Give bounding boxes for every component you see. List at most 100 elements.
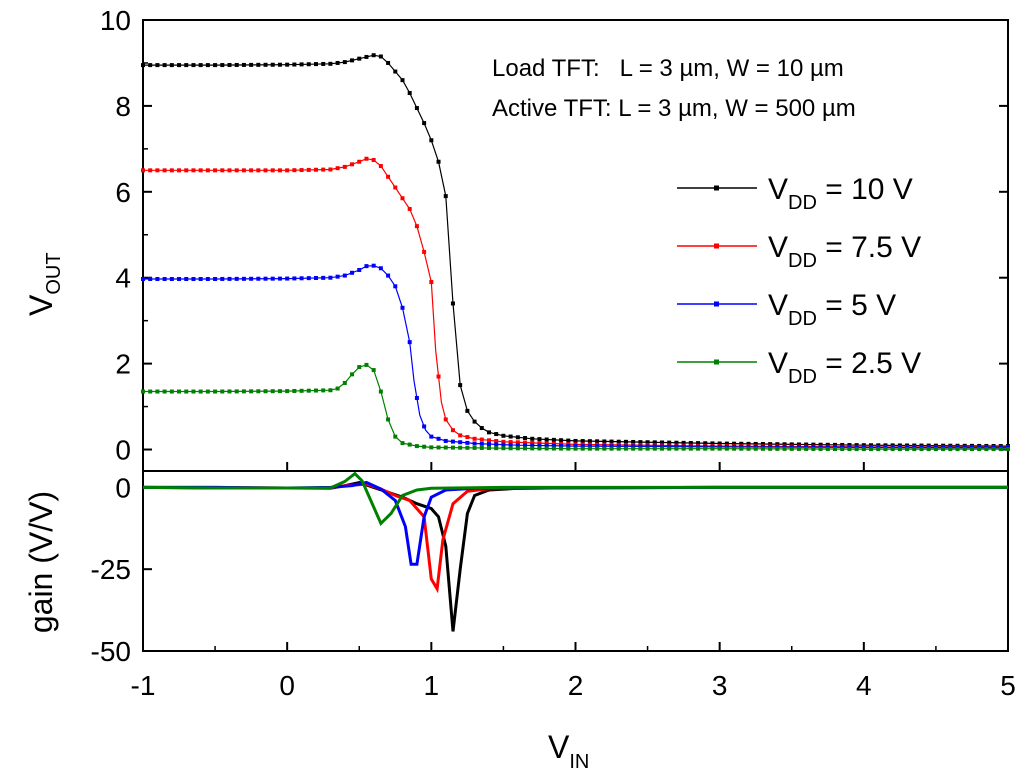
vout-marker [609, 444, 614, 449]
vout-marker [169, 389, 174, 394]
axis-ticks [142, 19, 1009, 652]
vout-marker [530, 436, 535, 441]
vout-marker [479, 437, 484, 442]
vout-marker [551, 446, 556, 451]
vout-marker [919, 447, 924, 452]
vout-marker [299, 388, 304, 393]
vout-marker [270, 276, 275, 281]
vout-marker [241, 389, 246, 394]
vout-marker [825, 446, 830, 451]
vout-marker [804, 442, 809, 447]
vout-marker [717, 446, 722, 451]
vout-marker [364, 156, 369, 161]
vout-marker [544, 443, 549, 448]
vout-marker [523, 446, 528, 451]
vout-marker [213, 168, 218, 173]
vout-marker [213, 277, 218, 282]
vout-marker [854, 447, 859, 452]
vout-marker [198, 389, 203, 394]
vout-marker [566, 446, 571, 451]
vout-marker [573, 438, 578, 443]
vout-marker [703, 441, 708, 446]
vout-marker [407, 206, 412, 211]
vout-marker [400, 78, 405, 83]
vout-marker [746, 446, 751, 451]
vout-marker [775, 442, 780, 447]
vout-marker [760, 442, 765, 447]
vout-marker [523, 440, 528, 445]
vout-marker [148, 168, 153, 173]
vout-marker [479, 426, 484, 431]
vout-marker [508, 442, 513, 447]
vout-marker [775, 446, 780, 451]
vout-marker [220, 168, 225, 173]
vout-marker [277, 62, 282, 67]
legend-label-rest: = 2.5 V [817, 347, 921, 380]
vout-marker [631, 444, 636, 449]
vout-marker [357, 267, 362, 272]
vout-marker [422, 424, 427, 429]
vout-marker [184, 63, 189, 68]
vout-marker [551, 443, 556, 448]
vout-marker [782, 446, 787, 451]
vout-marker [436, 374, 441, 379]
vout-marker [350, 270, 355, 275]
vout-marker [357, 159, 362, 164]
vout-marker [494, 442, 499, 447]
vout-marker [277, 389, 282, 394]
vout-marker [739, 446, 744, 451]
vout-marker [645, 446, 650, 451]
vout-marker [559, 443, 564, 448]
vout-marker [969, 447, 974, 452]
x-tick-label: -1 [131, 670, 156, 701]
vout-marker [177, 277, 182, 282]
vout-marker [328, 167, 333, 172]
y-axis-title-main: V [23, 294, 59, 316]
vout-marker [429, 434, 434, 439]
vout-marker [876, 447, 881, 452]
vout-marker [407, 91, 412, 96]
vout-marker [400, 441, 405, 446]
vout-marker [566, 443, 571, 448]
vout-marker [227, 168, 232, 173]
vout-marker [234, 62, 239, 67]
vout-marker [292, 168, 297, 173]
y-axis-title-gain: gain (V/V) [23, 491, 59, 633]
vout-marker [782, 442, 787, 447]
vout-marker [450, 428, 455, 433]
vout-marker [386, 60, 391, 65]
vout-marker [710, 446, 715, 451]
vout-marker [371, 53, 376, 58]
vout-marker [515, 435, 520, 440]
tick-labels: 0 2 4 6 8 10 0 -25 -50-1 0 1 2 3 4 5 [91, 5, 1016, 701]
vout-marker [955, 447, 960, 452]
vout-marker [667, 440, 672, 445]
vout-marker [616, 446, 621, 451]
vout-marker [263, 168, 268, 173]
vout-marker [753, 441, 758, 446]
top-y-tick-label: 8 [115, 91, 131, 122]
vout-marker [732, 446, 737, 451]
vout-marker [148, 63, 153, 68]
vout-marker [667, 444, 672, 449]
vout-marker [263, 276, 268, 281]
vout-marker [616, 444, 621, 449]
vout-marker [487, 438, 491, 443]
vout-marker [162, 389, 167, 394]
vout-marker [883, 447, 888, 452]
vout-marker [422, 121, 427, 126]
vout-marker [393, 434, 398, 439]
vout-marker [198, 277, 203, 282]
x-axis-title-sub: IN [569, 751, 589, 773]
vout-marker [270, 62, 275, 67]
vout-marker [306, 62, 311, 67]
vout-marker [321, 388, 326, 393]
vout-marker [458, 440, 463, 445]
vout-marker [169, 277, 174, 282]
vout-marker [631, 439, 636, 444]
vout-marker [660, 446, 664, 451]
vout-marker [479, 445, 484, 450]
vout-marker [587, 444, 592, 449]
x-tick-label: 5 [1000, 670, 1016, 701]
vout-marker [537, 443, 542, 448]
